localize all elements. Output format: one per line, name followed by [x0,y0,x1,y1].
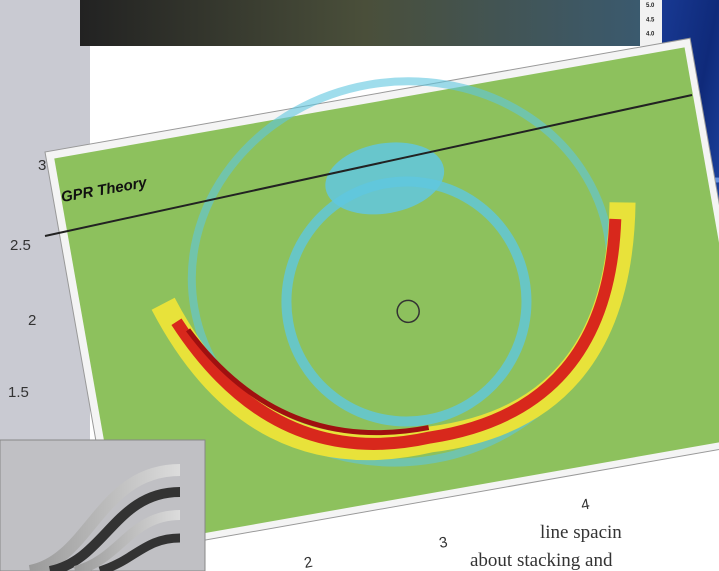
x-tick-label: 2 [303,554,314,571]
photo [80,0,650,46]
ring [281,176,532,427]
scale-tick-label: 5.0 [646,3,655,9]
logo-swoosh [48,487,181,571]
logo-swoosh [98,533,181,571]
y-tick-label: 3 [38,157,46,174]
plot [44,37,719,557]
line [44,94,693,237]
logo-swoosh [28,464,181,571]
scale-tick-label: 4.5 [646,17,655,23]
logo-swoosh [73,510,181,571]
y-tick-label: 2 [28,312,36,329]
y-tick-label: 2.5 [10,237,31,254]
x-tick-label: 4 [580,496,591,514]
body-text: about stacking and [470,550,613,571]
arc [171,218,622,450]
target [396,299,420,324]
x-tick-label: 3 [438,534,449,552]
y-tick-label: 1.5 [8,384,29,401]
body-text: line spacin [540,522,622,543]
scale-tick-label: 4.0 [646,32,655,38]
arc [186,328,430,436]
logo [0,439,206,571]
